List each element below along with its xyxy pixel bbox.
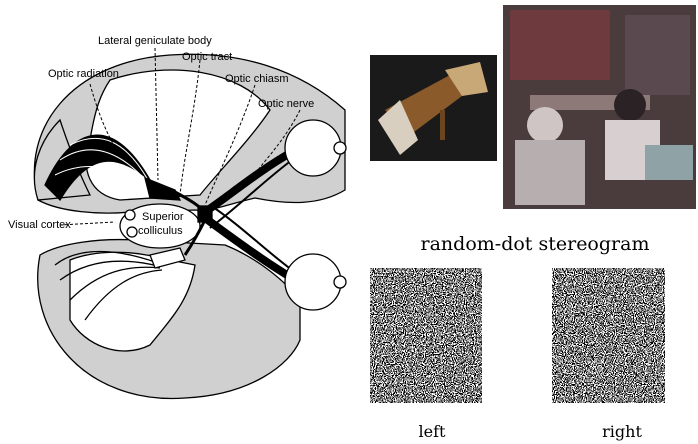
- child-head: [527, 107, 563, 143]
- bookshelf: [625, 15, 690, 95]
- right-label: right: [602, 422, 642, 441]
- thalamus-region: [119, 203, 201, 249]
- child-head: [614, 89, 646, 121]
- leader-line: [59, 221, 116, 226]
- stereogram-title: random-dot stereogram: [421, 233, 650, 255]
- leader-lines: [59, 47, 301, 226]
- label: Visual cortex: [8, 219, 71, 231]
- leader-line: [204, 84, 256, 206]
- optic-nerve-cross: [209, 159, 293, 271]
- optic-radiation-fibers: [54, 137, 153, 189]
- eye-lower: [284, 253, 342, 311]
- optic-radiation-lower: [54, 250, 163, 321]
- colliculus: [124, 209, 136, 221]
- leader-line: [89, 83, 121, 156]
- lgn-upper: [144, 176, 182, 201]
- leader-line: [249, 109, 301, 181]
- stereoscope-handle: [440, 110, 445, 140]
- leader-line: [154, 47, 159, 181]
- stereoscope-photo: [370, 55, 497, 161]
- visual-pathway-diagram: [33, 53, 347, 400]
- label: Superior: [142, 211, 184, 223]
- left-label: left: [419, 422, 447, 441]
- label: Optic nerve: [258, 98, 314, 110]
- colliculus: [126, 226, 138, 238]
- eye-lower-lens: [333, 275, 347, 289]
- stereoscope-hood: [445, 62, 488, 96]
- label: Lateral geniculate body: [98, 35, 212, 47]
- eye-upper-lens: [333, 141, 347, 155]
- leader-line: [179, 59, 201, 196]
- bookshelf: [510, 10, 610, 80]
- eye-upper: [284, 119, 342, 177]
- label: Optic chiasm: [225, 73, 289, 85]
- label: colliculus: [138, 225, 183, 237]
- anaglyph-photo: [503, 5, 696, 209]
- label: Optic tract: [182, 51, 232, 63]
- random-dot-noise-left: [370, 268, 482, 403]
- random-dot-noise-right: [552, 268, 665, 403]
- stereoscope-card: [378, 100, 418, 155]
- lgn-lower: [149, 247, 186, 269]
- child-body: [515, 140, 585, 205]
- optic-chiasm: [197, 205, 213, 223]
- box: [645, 145, 693, 180]
- label: Optic radiation: [48, 68, 119, 80]
